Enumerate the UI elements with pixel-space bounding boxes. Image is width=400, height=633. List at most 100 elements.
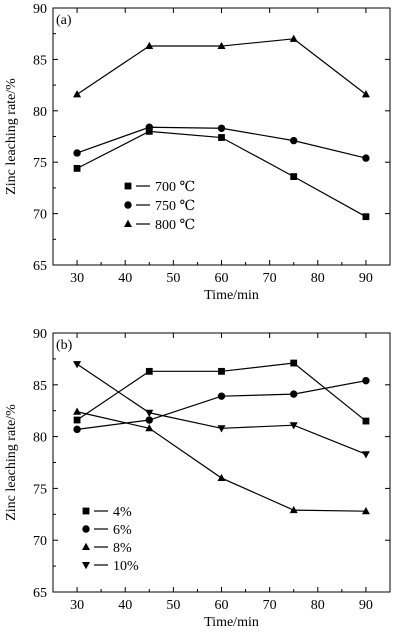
x-tick-label: 90: [359, 598, 373, 613]
legend-label: 4%: [113, 505, 132, 520]
data-point: [290, 390, 298, 398]
series-3: [73, 407, 370, 515]
series-3: [73, 34, 370, 98]
data-point: [290, 136, 298, 145]
data-point: [218, 367, 225, 375]
x-tick-label: 80: [311, 598, 325, 613]
panel-label: (b): [56, 338, 73, 353]
y-tick-label: 75: [33, 156, 47, 171]
legend-item: 4%: [82, 505, 132, 520]
panel-label: (a): [56, 13, 72, 28]
series-line: [76, 130, 367, 218]
data-point: [361, 506, 370, 515]
series-1: [73, 359, 370, 425]
y-tick-label: 90: [33, 327, 47, 342]
y-tick-label: 70: [33, 208, 47, 223]
legend-item: 700 ℃: [124, 180, 195, 195]
legend-marker: [82, 542, 90, 550]
legend-item: 750 ℃: [124, 199, 195, 214]
data-point: [217, 425, 226, 433]
x-axis-label: Time/min: [204, 288, 259, 303]
data-point: [290, 359, 298, 367]
legend-item: 800 ℃: [124, 218, 195, 233]
legend-label: 750 ℃: [155, 199, 195, 214]
x-tick-label: 40: [118, 271, 132, 286]
data-point: [73, 90, 82, 98]
chart-panel-a: 30 40 50 60 70 80 90 65 70 75 80 85 90 Time/min Zinc l…: [4, 2, 391, 303]
x-tick-label: 80: [311, 271, 325, 286]
y-axis-label: Zinc leaching rate/%: [4, 78, 19, 195]
data-point: [73, 164, 81, 172]
data-point: [362, 213, 370, 221]
y-tick-label: 85: [33, 379, 47, 394]
data-point: [145, 416, 153, 424]
legend-label: 800 ℃: [155, 218, 195, 233]
legend-item: 10%: [82, 559, 139, 574]
series-1: [73, 127, 370, 221]
data-point: [217, 473, 226, 482]
data-point: [361, 451, 370, 459]
y-tick-label: 80: [33, 105, 47, 120]
data-point: [73, 425, 81, 434]
legend-marker: [82, 507, 90, 515]
legend-marker: [124, 219, 132, 227]
x-tick-label: 60: [215, 598, 229, 613]
data-point: [73, 416, 81, 424]
y-tick-label: 85: [33, 53, 47, 68]
data-point: [362, 376, 370, 385]
data-point: [145, 367, 153, 375]
y-tick-label: 80: [33, 431, 47, 446]
data-point: [289, 505, 298, 514]
x-tick-label: 60: [215, 271, 229, 286]
series-2: [73, 123, 370, 162]
data-point: [289, 422, 298, 430]
x-tick-label: 70: [263, 271, 277, 286]
series-4: [73, 361, 370, 459]
legend-label: 700 ℃: [155, 180, 195, 195]
data-point: [362, 154, 370, 162]
series-2: [73, 376, 370, 434]
legend-marker: [124, 201, 132, 209]
data-point: [73, 361, 82, 369]
data-point: [217, 124, 226, 132]
legend: 4% 6% 8% 10%: [82, 505, 139, 574]
legend-label: 8%: [113, 541, 132, 556]
data-point: [217, 392, 226, 400]
y-tick-label: 90: [33, 2, 47, 17]
x-tick-label: 30: [70, 598, 84, 613]
data-point: [289, 34, 298, 42]
legend-marker: [124, 182, 132, 190]
data-point: [362, 417, 370, 425]
data-point: [145, 123, 153, 131]
data-point: [218, 134, 225, 141]
data-point: [145, 424, 154, 432]
legend-marker: [82, 562, 90, 570]
data-point: [73, 149, 81, 157]
legend-item: 6%: [82, 523, 132, 538]
y-tick-label: 65: [33, 586, 47, 601]
y-tick-label: 70: [33, 534, 47, 549]
y-tick-label: 75: [33, 482, 47, 497]
legend-marker: [82, 525, 90, 533]
x-tick-label: 30: [70, 271, 84, 286]
data-point: [217, 41, 226, 50]
series-line: [76, 363, 367, 455]
y-tick-label: 65: [33, 259, 47, 274]
x-tick-label: 70: [263, 598, 277, 613]
x-tick-label: 50: [166, 598, 180, 613]
x-tick-label: 40: [118, 598, 132, 613]
x-tick-label: 50: [166, 271, 180, 286]
x-tick-label: 90: [359, 271, 373, 286]
legend-label: 6%: [113, 523, 132, 538]
data-point: [73, 407, 82, 415]
legend-item: 8%: [82, 541, 132, 556]
legend: 700 ℃ 750 ℃ 800 ℃: [124, 180, 195, 233]
chart-panel-b: 30 40 50 60 70 80 90 65 70 75 80 85 90 Time/min Zinc l…: [4, 327, 391, 630]
data-point: [361, 90, 370, 98]
data-point: [145, 127, 153, 135]
data-point: [290, 173, 298, 180]
y-axis-label: Zinc leaching rate/%: [4, 404, 19, 521]
legend-label: 10%: [113, 559, 139, 574]
data-point: [145, 41, 154, 50]
